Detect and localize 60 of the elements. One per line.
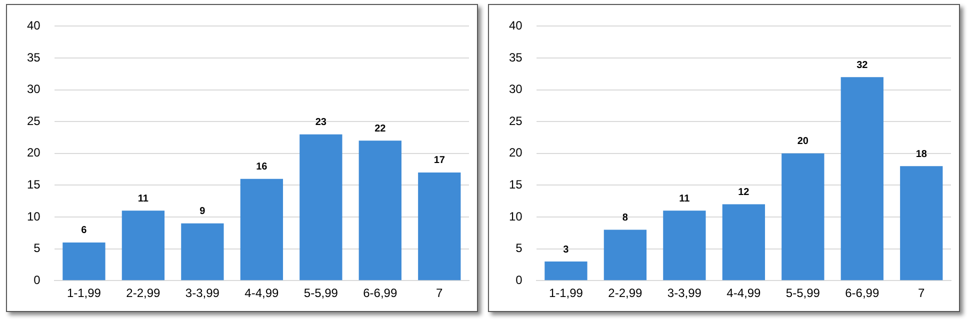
x-tick-label: 5-5,99 <box>786 286 820 300</box>
bar <box>181 223 224 280</box>
y-tick-label: 40 <box>508 18 523 33</box>
y-tick-label: 35 <box>508 50 523 64</box>
bar <box>604 230 647 280</box>
data-label: 6 <box>81 225 88 236</box>
x-tick-label: 6-6,99 <box>845 286 880 300</box>
bar <box>418 172 461 280</box>
y-tick-label: 20 <box>26 146 41 160</box>
x-tick-label: 7 <box>918 286 926 300</box>
y-tick-label: 40 <box>26 18 41 33</box>
x-tick-label: 1-1,99 <box>66 286 102 300</box>
bar <box>840 77 884 280</box>
bar <box>62 242 106 280</box>
bar <box>663 210 706 280</box>
bar <box>900 166 943 280</box>
data-label: 17 <box>434 155 446 166</box>
x-tick-label: 4-4,99 <box>726 286 762 300</box>
x-tick-label: 6-6,99 <box>363 286 398 300</box>
x-tick-label: 4-4,99 <box>244 286 280 300</box>
data-label: 23 <box>315 117 327 128</box>
x-tick-label: 2-2,99 <box>126 286 161 300</box>
y-tick-label: 30 <box>26 82 41 96</box>
y-tick-label: 20 <box>508 146 523 160</box>
y-tick-label: 0 <box>516 272 523 287</box>
data-label: 16 <box>256 162 268 173</box>
y-tick-label: 15 <box>508 178 523 192</box>
y-tick-label: 10 <box>508 209 523 224</box>
data-label: 18 <box>916 148 928 160</box>
y-tick-label: 15 <box>26 178 41 192</box>
y-tick-label: 0 <box>34 272 41 287</box>
data-label: 11 <box>679 193 690 204</box>
x-tick-label: 2-2,99 <box>608 286 643 300</box>
data-label: 20 <box>797 136 809 148</box>
x-tick-label: 3-3,99 <box>185 286 220 300</box>
data-label: 11 <box>138 193 149 204</box>
data-label: 32 <box>856 60 868 71</box>
data-label: 9 <box>200 206 206 218</box>
bar <box>358 140 402 280</box>
x-tick-label: 3-3,99 <box>667 286 702 300</box>
y-tick-label: 10 <box>26 209 41 224</box>
y-tick-label: 35 <box>26 50 41 64</box>
bar <box>544 262 588 280</box>
x-tick-label: 7 <box>436 286 444 300</box>
bar <box>300 134 342 280</box>
bar <box>782 153 824 280</box>
data-label: 3 <box>563 244 570 256</box>
data-label: 8 <box>622 212 628 224</box>
x-tick-label: 1-1,99 <box>548 286 584 300</box>
y-tick-label: 5 <box>516 241 523 256</box>
bar <box>240 178 283 280</box>
x-tick-label: 5-5,99 <box>304 286 338 300</box>
bar <box>122 210 165 280</box>
bar <box>722 204 765 280</box>
data-label: 22 <box>374 123 386 134</box>
y-tick-label: 5 <box>34 241 41 256</box>
y-tick-label: 25 <box>508 114 523 128</box>
y-tick-label: 30 <box>508 82 523 96</box>
y-tick-label: 25 <box>26 114 41 128</box>
data-label: 12 <box>738 187 750 198</box>
